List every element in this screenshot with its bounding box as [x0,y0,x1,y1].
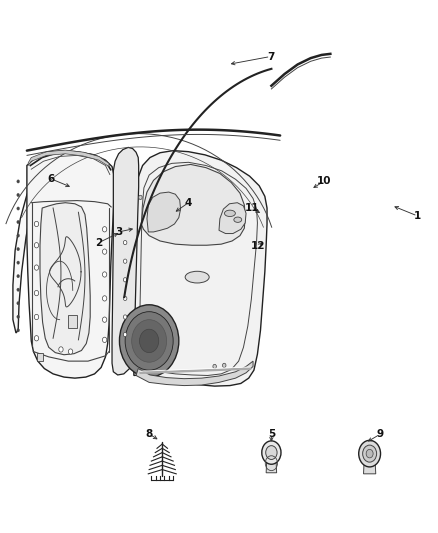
Circle shape [34,221,39,227]
Circle shape [102,296,107,301]
Circle shape [102,249,107,254]
Circle shape [17,247,19,251]
Text: 4: 4 [185,198,192,208]
Polygon shape [112,148,139,375]
Circle shape [17,288,19,292]
Text: 10: 10 [317,176,331,187]
Circle shape [359,440,381,467]
Circle shape [266,446,277,459]
Ellipse shape [224,210,235,216]
Circle shape [120,305,179,377]
Circle shape [17,261,19,264]
Circle shape [124,259,127,263]
Text: 12: 12 [251,241,265,251]
Circle shape [17,274,19,278]
Circle shape [124,315,127,319]
Ellipse shape [234,217,242,222]
Circle shape [34,265,39,270]
Circle shape [223,364,226,368]
Circle shape [124,333,127,337]
Text: 3: 3 [115,227,122,237]
Text: 11: 11 [244,203,259,213]
Circle shape [363,445,377,462]
Text: 1: 1 [414,211,421,221]
Polygon shape [147,192,180,232]
Circle shape [17,302,19,305]
Circle shape [102,317,107,322]
Polygon shape [68,316,77,328]
Circle shape [17,329,19,332]
Circle shape [34,290,39,296]
Circle shape [124,240,127,245]
Polygon shape [266,454,277,473]
Polygon shape [13,160,53,333]
Text: 7: 7 [267,52,274,61]
Circle shape [140,329,159,353]
Circle shape [125,312,173,370]
Circle shape [34,243,39,248]
Polygon shape [219,203,246,233]
Circle shape [34,314,39,320]
Circle shape [34,336,39,341]
Circle shape [68,349,73,354]
Circle shape [17,193,19,197]
Circle shape [17,221,19,224]
Text: 2: 2 [95,238,102,247]
Polygon shape [134,151,267,386]
Text: 6: 6 [47,174,54,184]
Polygon shape [141,165,245,245]
Circle shape [102,272,107,277]
Polygon shape [27,151,114,378]
Circle shape [262,441,281,464]
Text: 5: 5 [268,429,275,439]
Circle shape [213,365,216,368]
Text: 8: 8 [145,429,153,439]
Circle shape [17,234,19,237]
Circle shape [366,449,373,458]
Polygon shape [40,203,90,355]
Polygon shape [37,353,43,361]
Polygon shape [364,455,376,474]
Circle shape [132,320,166,362]
Circle shape [102,337,107,343]
Circle shape [17,180,19,183]
Ellipse shape [185,271,209,283]
Circle shape [59,347,63,352]
Circle shape [102,227,107,232]
Polygon shape [28,150,109,166]
Circle shape [124,296,127,301]
Polygon shape [136,361,253,385]
Circle shape [139,195,142,199]
Circle shape [17,207,19,210]
Text: 9: 9 [377,429,384,439]
Circle shape [17,315,19,318]
Circle shape [124,278,127,282]
